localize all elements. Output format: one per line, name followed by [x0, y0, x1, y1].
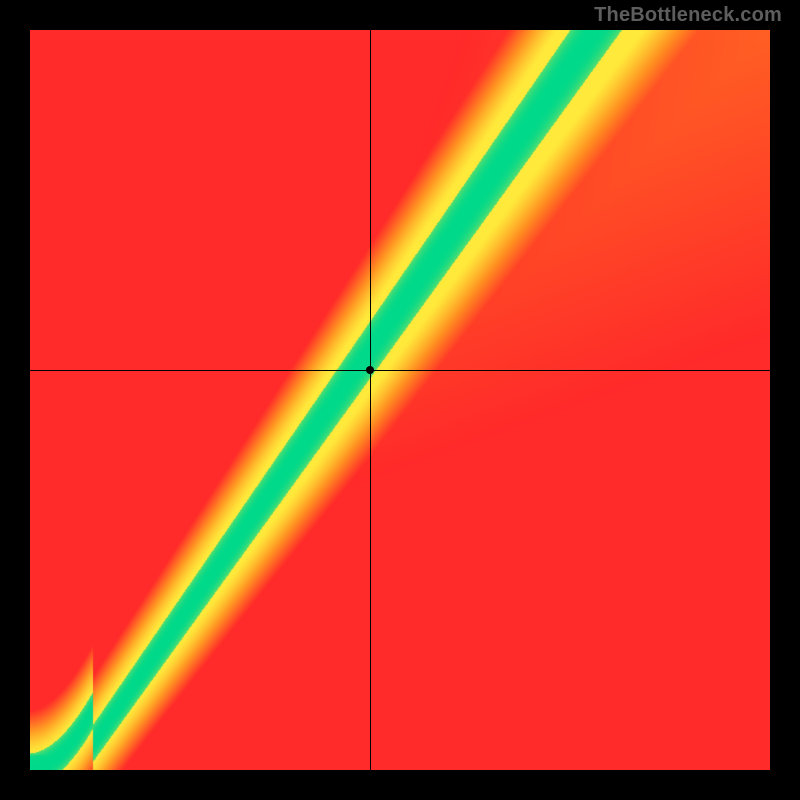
plot-area [30, 30, 770, 770]
crosshair-marker-dot [366, 366, 374, 374]
crosshair-horizontal [30, 370, 770, 371]
watermark-text: TheBottleneck.com [594, 4, 782, 27]
heatmap-canvas [30, 30, 770, 770]
crosshair-vertical [370, 30, 371, 770]
